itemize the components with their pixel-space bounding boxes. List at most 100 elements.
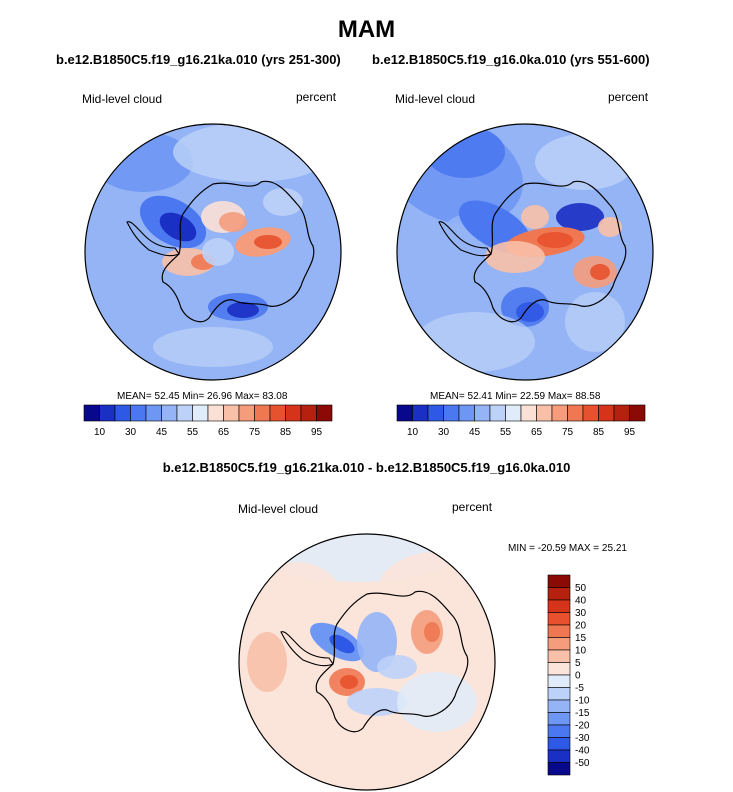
panel-1-variable-label: Mid-level cloud <box>82 92 163 106</box>
map-border <box>396 123 654 381</box>
colorbar-tick-label: 30 <box>575 608 587 619</box>
cloud-contour-region <box>340 675 358 689</box>
colorbar-swatch <box>238 404 255 422</box>
cloud-contour-region <box>153 327 273 367</box>
cloud-contour-region <box>202 238 234 266</box>
difference-variable-label: Mid-level cloud <box>238 502 319 516</box>
cloud-contour-region <box>425 126 505 178</box>
colorbar-swatch <box>412 404 429 422</box>
colorbar-swatch <box>99 404 116 422</box>
colorbar-tick-label: 0 <box>575 671 581 682</box>
colorbar-swatch <box>547 612 571 626</box>
colorbar-swatch <box>547 587 571 601</box>
colorbar-tick-label: 20 <box>575 621 587 632</box>
colorbar-swatch <box>520 404 537 422</box>
colorbar-tick-label: -10 <box>575 696 590 707</box>
colorbar-tick-label: 95 <box>624 427 636 438</box>
colorbar-tick-label: 75 <box>249 427 261 438</box>
cloud-contour-region <box>254 235 282 249</box>
colorbar-swatch <box>254 404 271 422</box>
cloud-field <box>85 124 341 380</box>
colorbar-swatch <box>207 404 224 422</box>
cloud-contour-region <box>565 292 625 352</box>
colorbar-tick-label: 85 <box>280 427 292 438</box>
colorbar-swatch <box>629 404 646 422</box>
colorbar-swatch <box>114 404 131 422</box>
panel-2-variable-label: Mid-level cloud <box>395 92 476 106</box>
peninsula-coastline <box>438 221 492 257</box>
colorbar-tick-label: 55 <box>187 427 199 438</box>
colorbar-tick-label: 40 <box>575 596 587 607</box>
colorbar-swatch <box>427 404 444 422</box>
colorbar-swatch <box>505 404 522 422</box>
colorbar-swatch <box>474 404 491 422</box>
map-border <box>84 123 342 381</box>
colorbar-swatch <box>145 404 162 422</box>
colorbar-swatch <box>547 699 571 713</box>
cloud-contour-region <box>159 212 197 242</box>
cloud-contour-region <box>485 241 545 273</box>
colorbar-swatch <box>613 404 630 422</box>
peninsula-coastline <box>280 631 334 667</box>
colorbar-swatch <box>443 404 460 422</box>
colorbar-swatch <box>547 749 571 763</box>
colorbar-swatch <box>316 404 333 422</box>
peninsula-coastline <box>126 221 180 257</box>
colorbar-tick-label: 30 <box>438 427 450 438</box>
colorbar-swatch <box>269 404 286 422</box>
cloud-contour-region <box>227 302 259 318</box>
season-title: MAM <box>337 16 396 43</box>
colorbar-swatch <box>83 404 100 422</box>
colorbar-tick-label: 10 <box>407 427 419 438</box>
panel-1-units-label: percent <box>296 90 337 104</box>
cloud-contour-region <box>556 203 604 231</box>
difference-units-label: percent <box>452 500 493 514</box>
cloud-contour-region <box>329 634 355 654</box>
colorbar-tick-label: -50 <box>575 758 590 769</box>
cloud-contour-region <box>247 632 287 692</box>
colorbar-swatch <box>176 404 193 422</box>
cloud-contour-region <box>397 672 477 732</box>
colorbar-tick-label: 15 <box>575 633 587 644</box>
cloud-contour-region <box>263 188 303 216</box>
colorbar-swatch <box>536 404 553 422</box>
cloud-contour-region <box>598 217 622 237</box>
colorbar-swatch <box>567 404 584 422</box>
colorbar-swatch <box>547 599 571 613</box>
colorbar-swatch <box>547 724 571 738</box>
colorbar-tick-label: -15 <box>575 708 590 719</box>
cloud-contour-region <box>590 264 610 280</box>
cloud-contour-region <box>521 205 549 229</box>
colorbar-swatch <box>547 662 571 676</box>
colorbar-tick-label: 50 <box>575 583 587 594</box>
colorbar-swatch <box>161 404 178 422</box>
colorbar-swatch <box>489 404 506 422</box>
colorbar-swatch <box>551 404 568 422</box>
cloud-contour-region <box>219 212 247 232</box>
colorbar-tick-label: 45 <box>156 427 168 438</box>
cloud-contour-region <box>537 232 573 248</box>
colorbar-tick-label: 10 <box>94 427 106 438</box>
difference-stats: MIN = -20.59 MAX = 25.21 <box>508 543 627 554</box>
cloud-contour-region <box>377 655 417 679</box>
cloud-contour-region <box>424 622 440 642</box>
colorbar-swatch <box>547 637 571 651</box>
panel-1-stats: MEAN= 52.45 Min= 26.96 Max= 83.08 <box>117 391 288 402</box>
colorbar-swatch <box>547 737 571 751</box>
colorbar-swatch <box>396 404 413 422</box>
colorbar-swatch <box>547 649 571 663</box>
colorbar-tick-label: 85 <box>593 427 605 438</box>
colorbar-tick-label: 65 <box>218 427 230 438</box>
colorbar-swatch <box>192 404 209 422</box>
colorbar-swatch <box>223 404 240 422</box>
colorbar-swatch <box>582 404 599 422</box>
colorbar-tick-label: 30 <box>125 427 137 438</box>
panel-1-colorbar: 10 30 45 55 65 75 85 95 <box>83 404 333 438</box>
colorbar-swatch <box>547 712 571 726</box>
colorbar-tick-label: 65 <box>531 427 543 438</box>
colorbar-tick-label: 45 <box>469 427 481 438</box>
cloud-contour-region <box>297 738 437 786</box>
panel-2-colorbar: 10 30 45 55 65 75 85 95 <box>396 404 646 438</box>
colorbar-tick-label: -20 <box>575 721 590 732</box>
difference-title: b.e12.B1850C5.f19_g16.21ka.010 - b.e12.B… <box>162 460 571 475</box>
